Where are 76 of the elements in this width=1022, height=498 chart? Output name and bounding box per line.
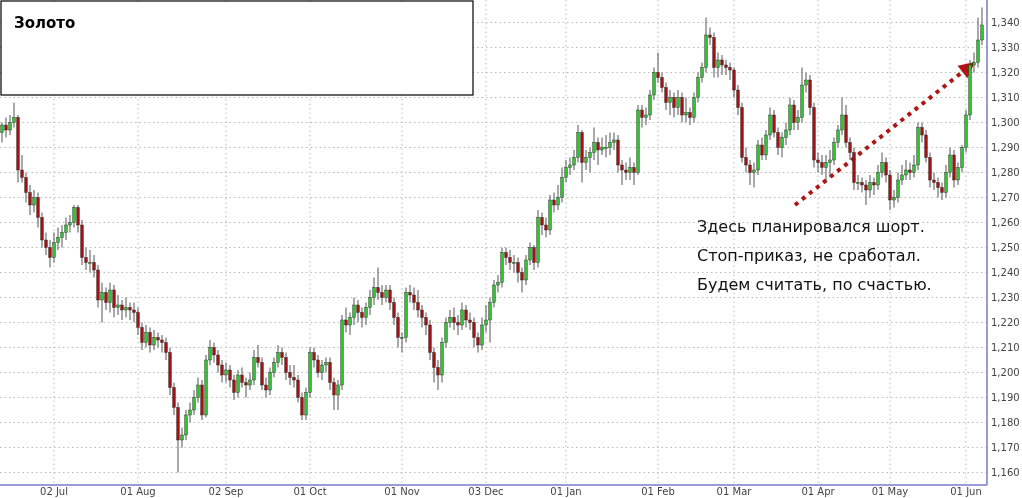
candlestick [112,284,116,318]
y-tick-label: 1,260 [991,217,1020,228]
y-tick-label: 1,310 [991,92,1020,103]
candlestick [680,92,684,123]
y-tick-label: 1,190 [991,392,1020,403]
y-tick-label: 1,230 [991,292,1020,303]
x-tick-label: 01 Nov [384,486,420,497]
y-tick-label: 1,210 [991,342,1020,353]
candlestick [904,159,908,181]
candlestick [236,369,240,398]
candlestick [908,162,912,181]
candlestick [724,59,728,76]
x-tick-label: 01 Mar [716,486,753,497]
candlestick [120,299,124,321]
candlestick [88,249,92,273]
y-tick-label: 1,270 [991,192,1020,203]
x-tick-label: 01 Feb [641,486,675,497]
candlestick [124,297,128,318]
candlestick [720,54,724,76]
x-tick-label: 01 Jan [550,486,582,497]
annotation: Здесь планировался шорт. Стоп-приказ, не сработал. Будем считать, по счастью. [697,217,932,294]
y-tick-label: 1,300 [991,117,1020,128]
candlestick [108,282,112,313]
y-tick-label: 1,170 [991,442,1020,453]
candlestick [384,284,388,303]
candlestick [672,92,676,118]
candlestick [684,97,688,123]
candlestick [4,117,8,138]
candlestick [284,352,288,381]
candlestick [864,179,868,206]
candlestick [936,177,940,198]
y-tick-label: 1,200 [991,367,1020,378]
candlestick [148,327,152,353]
candlestick [320,359,324,381]
candlestick [224,362,228,383]
y-tick-label: 1,280 [991,167,1020,178]
candlestick [668,89,672,116]
candlestick [464,304,468,328]
y-tick-label: 1,240 [991,267,1020,278]
candlestick [376,267,380,301]
candlestick [608,132,612,156]
candlestick [820,154,824,176]
y-tick-label: 1,290 [991,142,1020,153]
candlestick [508,249,512,271]
candlestick [824,154,828,183]
x-tick-label: 01 Oct [293,486,327,497]
x-tick-label: 02 Sep [208,486,244,497]
candlestick [792,99,796,131]
candlestick [144,324,148,348]
y-tick-label: 1,250 [991,242,1020,253]
candlestick [252,349,256,386]
y-tick-label: 1,320 [991,67,1020,78]
y-tick-label: 1,220 [991,317,1020,328]
candlestick [152,329,156,351]
candlestick [676,89,680,116]
candlestick [512,254,516,273]
y-tick-label: 1,330 [991,42,1020,53]
candlestick [624,162,628,181]
x-tick-label: 01 May [871,486,909,497]
x-tick-label: 01 Aug [120,486,156,497]
y-tick-label: 1,160 [991,467,1020,478]
candlestick [452,307,456,331]
y-tick-label: 1,180 [991,417,1020,428]
y-tick-label: 1,340 [991,17,1020,28]
candlestick [600,137,604,156]
text: Золото [14,14,76,32]
x-tick-label: 03 Dec [468,486,504,497]
x-tick-label: 02 Jul [40,486,68,497]
candlestick [596,137,600,166]
candlestick [0,122,4,143]
candlestick [460,302,464,331]
x-tick-label: 01 Jun [950,486,982,497]
x-tick-label: 01 Apr [801,486,836,497]
candlestick [628,157,632,181]
candlestick [128,302,132,321]
candlestick [604,134,608,158]
